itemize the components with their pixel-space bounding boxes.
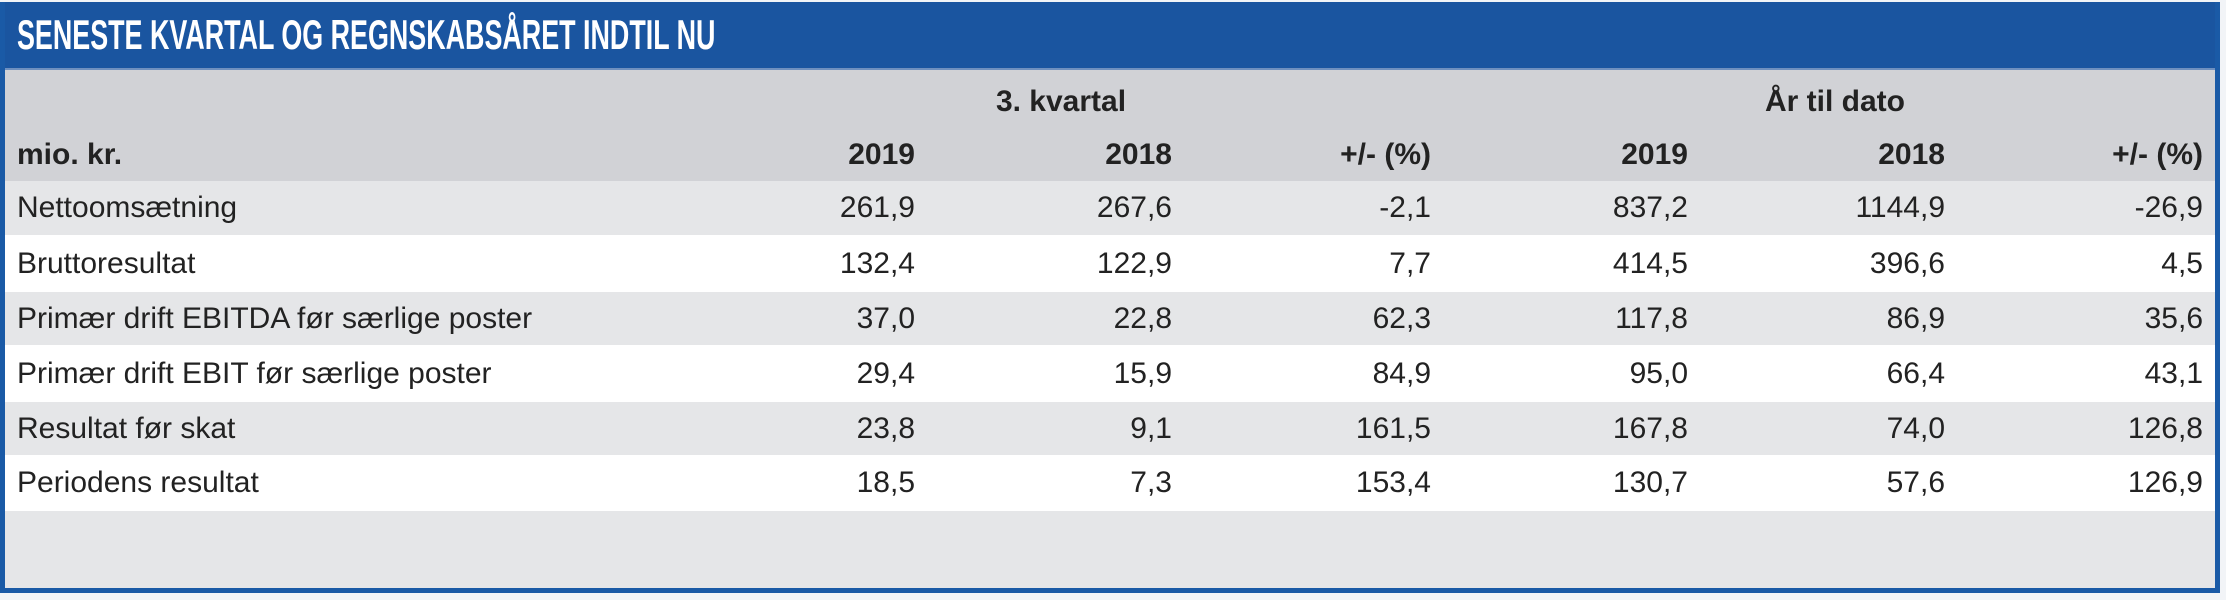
cell-q-2019: 37,0 bbox=[856, 302, 915, 335]
row-label: Primær drift EBITDA før særlige poster bbox=[17, 302, 533, 335]
cell-q-2019: 29,4 bbox=[856, 357, 915, 390]
cell-q-2018: 9,1 bbox=[1130, 412, 1172, 445]
row-label: Resultat før skat bbox=[17, 412, 236, 445]
cell-ytd-2018: 86,9 bbox=[1886, 302, 1945, 335]
cell-ytd-change: 126,8 bbox=[2127, 412, 2203, 445]
cell-ytd-2019: 95,0 bbox=[1629, 357, 1688, 390]
cell-q-change: 84,9 bbox=[1372, 357, 1431, 390]
col-header-ytd-2019: 2019 bbox=[1621, 138, 1688, 171]
cell-q-change: 7,7 bbox=[1389, 247, 1431, 280]
table-row: Primær drift EBITDA før særlige poster 37… bbox=[5, 292, 2215, 345]
cell-ytd-2019: 117,8 bbox=[1615, 302, 1688, 335]
cell-q-2019: 261,9 bbox=[839, 191, 915, 224]
cell-q-change: 161,5 bbox=[1355, 412, 1431, 445]
cell-q-2018: 267,6 bbox=[1096, 191, 1172, 224]
col-header-q-2018: 2018 bbox=[1105, 138, 1172, 171]
row-label: Bruttoresultat bbox=[17, 247, 196, 280]
group-header-quarter: 3. kvartal bbox=[995, 85, 1127, 118]
cell-ytd-change: 4,5 bbox=[2161, 247, 2203, 280]
cell-q-2019: 132,4 bbox=[839, 247, 915, 280]
cell-q-2018: 7,3 bbox=[1130, 466, 1172, 499]
col-header-q-2019: 2019 bbox=[848, 138, 915, 171]
cell-ytd-2018: 396,6 bbox=[1869, 247, 1945, 280]
table-header: 3. kvartal År til dato mio. kr. 2019 201… bbox=[5, 70, 2215, 181]
cell-q-change: -2,1 bbox=[1379, 191, 1431, 224]
cell-ytd-change: -26,9 bbox=[2134, 191, 2203, 224]
row-label: Periodens resultat bbox=[17, 466, 259, 499]
col-header-ytd-2018: 2018 bbox=[1878, 138, 1945, 171]
cell-ytd-change: 126,9 bbox=[2127, 466, 2203, 499]
table-row: Nettoomsætning 261,9 267,6 -2,1 837,2 1144,9 -… bbox=[5, 181, 2215, 235]
cell-q-2019: 23,8 bbox=[856, 412, 915, 445]
unit-label: mio. kr. bbox=[17, 138, 123, 171]
group-header-year-to-date: År til dato bbox=[1765, 85, 1905, 118]
table-footer-space bbox=[5, 511, 2215, 588]
cell-ytd-change: 35,6 bbox=[2144, 302, 2203, 335]
cell-ytd-2019: 167,8 bbox=[1612, 412, 1688, 445]
cell-ytd-2019: 414,5 bbox=[1612, 247, 1688, 280]
col-header-ytd-change: +/- (%) bbox=[2112, 138, 2203, 171]
row-label: Nettoomsætning bbox=[17, 191, 238, 224]
cell-q-change: 62,3 bbox=[1372, 302, 1431, 335]
table-row: Resultat før skat 23,8 9,1 161,5 167,8 74,0 12… bbox=[5, 402, 2215, 455]
cell-q-2018: 15,9 bbox=[1113, 357, 1172, 390]
title-bar: SENESTE KVARTAL OG REGNSKABSÅRET INDTIL … bbox=[5, 2, 2215, 70]
cell-ytd-2018: 66,4 bbox=[1886, 357, 1945, 390]
cell-q-change: 153,4 bbox=[1355, 466, 1431, 499]
cell-q-2018: 122,9 bbox=[1096, 247, 1172, 280]
cell-ytd-2018: 74,0 bbox=[1886, 412, 1945, 445]
cell-ytd-2019: 837,2 bbox=[1612, 191, 1688, 224]
row-label: Primær drift EBIT før særlige poster bbox=[17, 357, 492, 390]
cell-q-2018: 22,8 bbox=[1113, 302, 1172, 335]
col-header-q-change: +/- (%) bbox=[1340, 138, 1431, 171]
cell-ytd-2018: 57,6 bbox=[1886, 466, 1945, 499]
table-row: Primær drift EBIT før særlige poster 29,4… bbox=[5, 345, 2215, 402]
cell-ytd-change: 43,1 bbox=[2144, 357, 2203, 390]
table-title: SENESTE KVARTAL OG REGNSKABSÅRET INDTIL … bbox=[17, 11, 716, 58]
cell-q-2019: 18,5 bbox=[856, 466, 915, 499]
table-row: Bruttoresultat 132,4 122,9 7,7 414,5 396,6 4,5 bbox=[5, 235, 2215, 292]
cell-ytd-2018: 1144,9 bbox=[1855, 191, 1945, 224]
table-row: Periodens resultat 18,5 7,3 153,4 130,7 57,6 1… bbox=[5, 455, 2215, 511]
cell-ytd-2019: 130,7 bbox=[1612, 466, 1688, 499]
